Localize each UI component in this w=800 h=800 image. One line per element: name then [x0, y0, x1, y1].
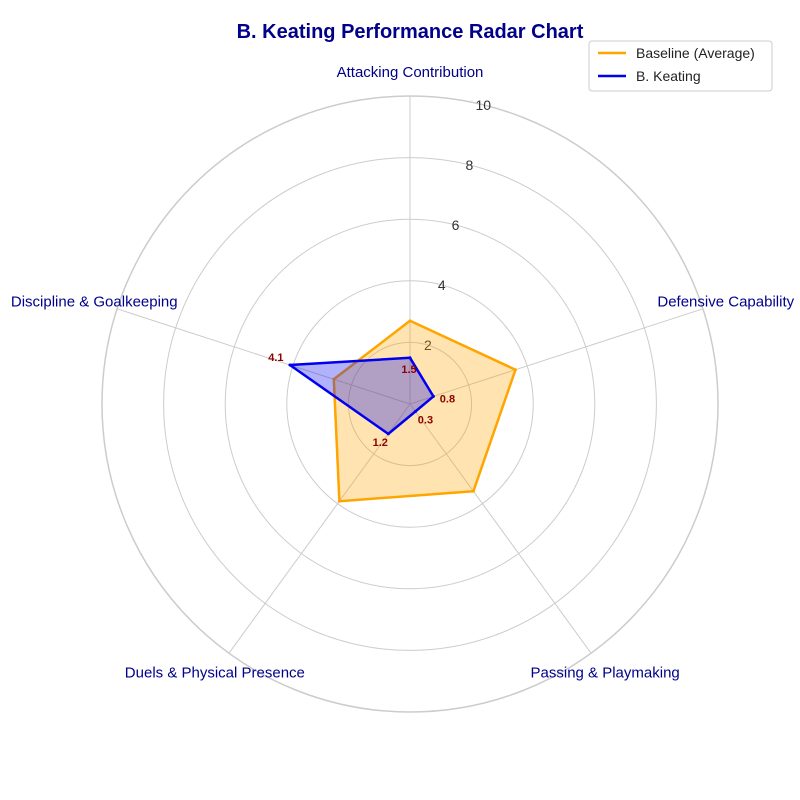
series-0-polygon [332, 319, 517, 503]
axis-label: Discipline & Goalkeeping [11, 293, 178, 310]
data-label: 1.2 [373, 437, 388, 449]
series-layer [288, 319, 517, 503]
legend-label-keating: B. Keating [636, 68, 701, 84]
spoke-1 [409, 308, 704, 405]
r-tick-label: 10 [475, 97, 491, 113]
axis-label: Passing & Playmaking [531, 665, 680, 682]
series-0-point [337, 499, 341, 503]
series-1-point [386, 432, 390, 436]
r-tick-label: 2 [424, 337, 432, 353]
spoke-3 [228, 403, 411, 654]
chart-title: B. Keating Performance Radar Chart [237, 21, 584, 43]
axis-label: Defensive Capability [657, 293, 794, 310]
data-label: 0.3 [418, 414, 433, 426]
series-1-point [431, 394, 435, 398]
legend: Baseline (Average) B. Keating [588, 40, 773, 92]
series-1-polygon [288, 356, 435, 436]
legend-label-baseline: Baseline (Average) [636, 45, 755, 61]
series-1-point [413, 409, 417, 413]
data-label: 0.8 [440, 393, 455, 405]
spoke-2 [409, 403, 592, 654]
r-tick-label: 4 [438, 277, 446, 293]
series-0-point [408, 319, 412, 323]
labels-layer: 1.5 0.8 0.3 1.2 4.1 [268, 352, 455, 449]
r-tick-label: 6 [452, 217, 460, 233]
series-1-point [408, 356, 412, 360]
series-1-point [288, 363, 292, 367]
spoke-4 [116, 308, 411, 405]
radar-grid: 2 4 6 8 10 Attacking Contribution Defensive Ca… [11, 64, 795, 713]
axis-label: Duels & Physical Presence [125, 665, 305, 682]
series-0-point [332, 377, 336, 381]
axis-label: Attacking Contribution [337, 64, 484, 81]
legend-box [588, 40, 773, 92]
r-tick-label: 8 [466, 157, 474, 173]
series-0-point [513, 368, 517, 372]
data-label: 4.1 [268, 352, 283, 364]
series-0-point [471, 489, 475, 493]
data-label: 1.5 [401, 364, 416, 376]
